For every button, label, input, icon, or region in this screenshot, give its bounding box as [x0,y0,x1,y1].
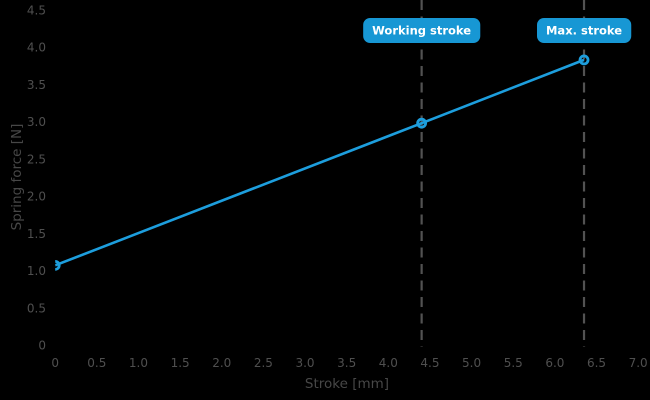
x-tick-label: 1.5 [171,356,190,370]
x-tick-label: 2.0 [212,356,231,370]
x-tick-label: 1.0 [129,356,148,370]
x-tick-label: 5.5 [504,356,523,370]
y-tick-label: 2.0 [27,190,46,204]
badge-background [536,18,632,43]
ticks-layer: 0 0.5 1.0 1.5 2.0 2.5 3.0 3.5 4.0 4.5 5.0 5.5 6.0 6.5… [27,4,648,370]
x-tick-label: 2.5 [254,356,273,370]
x-tick-label: 5.0 [462,356,481,370]
y-tick-label: 4.0 [27,41,46,55]
x-axis-label: Stroke [mm] [305,376,389,392]
x-tick-label: 6.0 [545,356,564,370]
x-tick-label: 3.5 [337,356,356,370]
y-tick-label: 0 [38,339,46,353]
y-tick-label: 1.0 [27,264,46,278]
y-tick-label: 3.5 [27,78,46,92]
y-tick-label: 3.0 [27,115,46,129]
y-tick-label: 2.5 [27,152,46,166]
x-tick-label: 0.5 [87,356,106,370]
y-axis-label: Spring force [N] [9,124,25,231]
x-tick-label: 0 [51,356,59,370]
data-point-marker [578,54,590,66]
badge-label: Working stroke [372,24,471,38]
data-point-marker [416,117,428,129]
x-tick-label: 7.0 [629,356,648,370]
badges-layer: Working stroke Max. stroke [363,18,632,43]
y-tick-label: 0.5 [27,301,46,315]
x-tick-label: 3.0 [295,356,314,370]
x-tick-label: 4.0 [379,356,398,370]
y-tick-label: 1.5 [27,227,46,241]
vlines-layer [420,0,586,347]
x-tick-label: 4.5 [420,356,439,370]
data-point-marker [55,259,61,271]
working-stroke-badge: Working stroke [363,18,481,43]
max-stroke-badge: Max. stroke [536,18,632,43]
badge-label: Max. stroke [546,24,622,38]
series-layer [55,54,590,271]
badge-background [363,18,481,43]
y-tick-label: 4.5 [27,4,46,18]
x-tick-label: 6.5 [587,356,606,370]
series-line-spring-characteristic [55,58,585,267]
